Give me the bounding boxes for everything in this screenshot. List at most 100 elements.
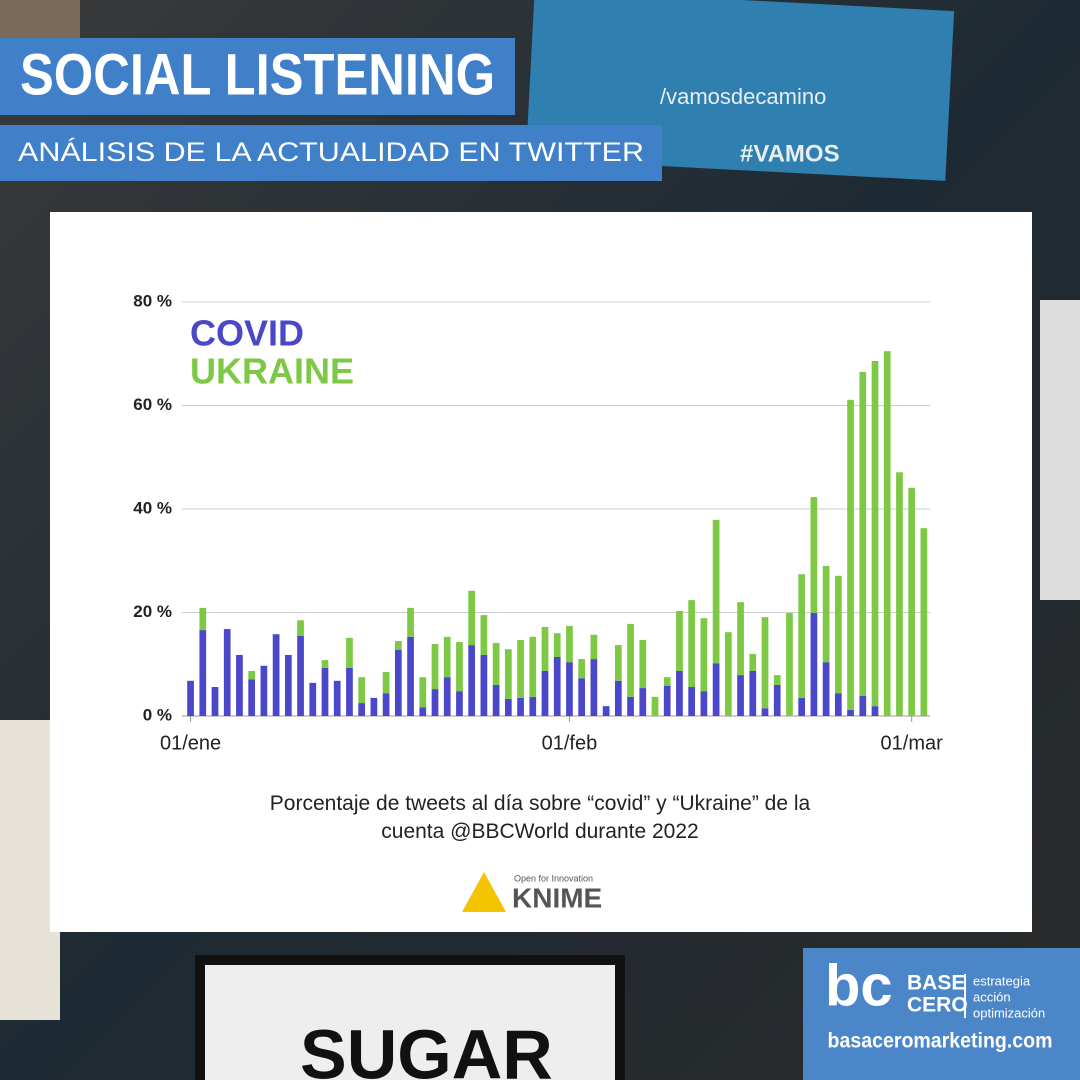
bar	[627, 623, 634, 697]
bar	[419, 707, 427, 716]
credit-brand: KNIME	[512, 882, 602, 913]
logo-line: estrategia	[973, 973, 1031, 988]
title-box	[0, 38, 515, 115]
bar	[859, 371, 867, 696]
bar	[272, 634, 280, 716]
bar	[529, 636, 537, 697]
bar	[602, 706, 610, 716]
bar	[578, 678, 586, 716]
bar	[737, 675, 744, 716]
sticker	[1040, 300, 1080, 600]
bar	[834, 693, 842, 716]
bar	[492, 684, 500, 716]
logo-line: acción	[973, 989, 1011, 1004]
bar	[810, 497, 818, 614]
bar	[297, 635, 304, 716]
y-tick-label: 0 %	[143, 705, 172, 724]
bar	[199, 607, 207, 631]
bar	[590, 659, 598, 716]
bar	[358, 703, 366, 716]
legend-entry: UKRAINE	[190, 351, 354, 392]
bar	[407, 607, 414, 637]
bar	[260, 665, 268, 716]
bar	[871, 706, 879, 716]
bar	[676, 610, 683, 671]
bar	[480, 654, 488, 716]
bar	[553, 657, 561, 716]
bar	[810, 613, 818, 716]
caption: Porcentaje de tweets al día sobre “covid…	[270, 792, 811, 843]
bar	[456, 691, 463, 716]
bar	[688, 687, 696, 716]
bar	[346, 637, 353, 668]
y-tick-label: 80 %	[133, 291, 172, 310]
bar	[639, 688, 647, 716]
bar	[566, 662, 573, 716]
logo-mark: bc	[825, 953, 893, 1018]
bar	[492, 643, 500, 685]
bar	[394, 649, 402, 716]
bar	[358, 677, 366, 704]
bar	[712, 519, 720, 664]
bar	[847, 399, 854, 710]
bar	[419, 677, 427, 708]
chart-card	[50, 212, 1032, 932]
sticker	[195, 955, 625, 1080]
x-tick-label: 01/feb	[542, 732, 598, 754]
credit-tagline: Open for Innovation	[514, 873, 593, 883]
bar	[896, 472, 903, 716]
bar	[541, 626, 549, 671]
bar	[920, 528, 928, 716]
bar	[504, 698, 512, 716]
bar	[431, 689, 439, 716]
subtitle-box	[0, 125, 662, 181]
bar	[553, 633, 561, 658]
sticker	[0, 0, 80, 40]
bar	[871, 360, 879, 707]
bar	[700, 618, 708, 692]
y-tick-label: 20 %	[133, 602, 172, 621]
bar	[578, 659, 586, 679]
bar	[382, 672, 390, 694]
bar	[773, 684, 781, 716]
bar	[749, 670, 757, 716]
bar	[614, 680, 622, 716]
bar	[309, 682, 317, 716]
bar	[822, 565, 830, 663]
x-tick-label: 01/ene	[160, 732, 221, 754]
bar	[321, 667, 329, 716]
bar	[627, 696, 634, 716]
logo-word: BASE	[907, 972, 965, 995]
bar	[456, 641, 463, 692]
bar	[541, 670, 549, 716]
bar	[688, 600, 696, 688]
bar	[663, 685, 671, 716]
bar	[883, 351, 891, 716]
bar	[236, 654, 243, 716]
bar	[468, 645, 476, 716]
bar	[382, 693, 390, 716]
bar	[676, 670, 683, 716]
bar	[773, 675, 781, 685]
bar	[834, 575, 842, 694]
bar	[333, 680, 341, 716]
bar	[187, 680, 194, 716]
logo-site: basaceromarketing.com	[828, 1030, 1053, 1053]
bar	[651, 696, 659, 716]
subtitle: ANÁLISIS DE LA ACTUALIDAD EN TWITTER	[18, 137, 644, 167]
bar	[798, 697, 806, 716]
bar	[211, 687, 219, 716]
bg-text: #VAMOS	[740, 140, 840, 167]
logo-box	[803, 948, 1080, 1080]
bar	[614, 645, 622, 681]
bar	[859, 695, 867, 716]
bar	[480, 615, 488, 655]
bar	[663, 677, 671, 686]
bar	[346, 667, 353, 716]
bar	[529, 696, 537, 716]
bar	[431, 644, 439, 690]
bar	[847, 709, 854, 716]
bar	[566, 625, 573, 663]
bar	[908, 487, 916, 716]
